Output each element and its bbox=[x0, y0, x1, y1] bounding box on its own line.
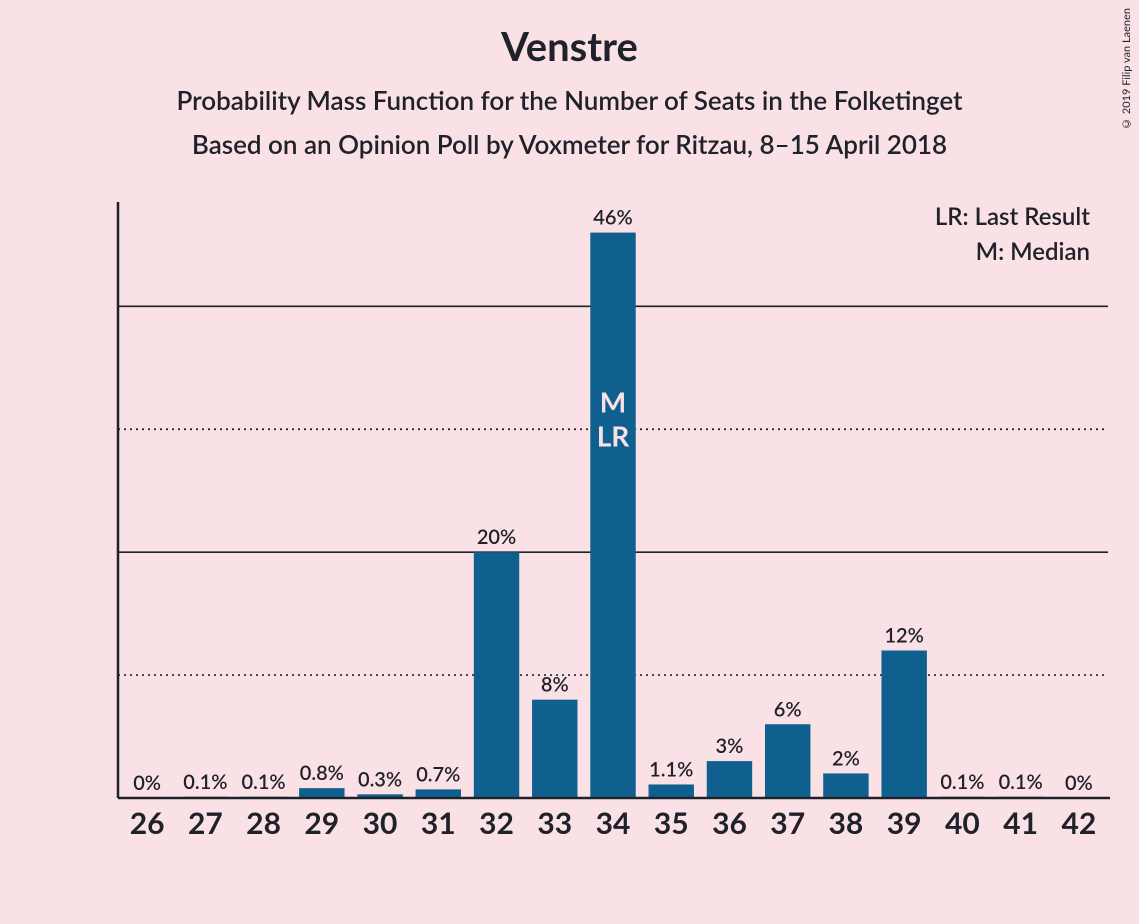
x-tick-label: 40 bbox=[945, 805, 980, 840]
x-tick-label: 26 bbox=[130, 805, 165, 840]
x-tick-label: 41 bbox=[1003, 805, 1038, 840]
bar-value-label: 0.1% bbox=[183, 770, 227, 794]
x-tick-label: 28 bbox=[246, 805, 281, 840]
x-tick-label: 30 bbox=[363, 805, 398, 840]
bar bbox=[299, 788, 344, 798]
bar-value-label: 8% bbox=[541, 673, 569, 697]
x-tick-label: 27 bbox=[188, 805, 223, 840]
bar-value-label: 2% bbox=[832, 746, 860, 770]
x-tick-label: 31 bbox=[421, 805, 456, 840]
chart-subtitle-2: Based on an Opinion Poll by Voxmeter for… bbox=[0, 128, 1139, 160]
x-tick-label: 42 bbox=[1061, 805, 1096, 840]
bar-value-label: 0.8% bbox=[300, 761, 344, 785]
copyright-text: © 2019 Filip van Laenen bbox=[1120, 8, 1133, 130]
x-tick-label: 29 bbox=[304, 805, 339, 840]
bar bbox=[823, 773, 868, 798]
bar-value-label: 12% bbox=[884, 624, 923, 648]
x-tick-label: 36 bbox=[712, 805, 747, 840]
bar bbox=[532, 700, 577, 798]
bar bbox=[590, 233, 635, 798]
bar bbox=[416, 789, 461, 798]
bar bbox=[649, 784, 694, 798]
bar-value-label: 6% bbox=[774, 697, 802, 721]
chart-plot: 20%40%0%260.1%270.1%280.8%290.3%300.7%31… bbox=[110, 200, 1110, 840]
bar bbox=[765, 724, 810, 798]
x-tick-label: 33 bbox=[537, 805, 572, 840]
x-tick-label: 37 bbox=[770, 805, 805, 840]
bar-value-label: 0.1% bbox=[242, 770, 286, 794]
chart-subtitle-1: Probability Mass Function for the Number… bbox=[0, 84, 1139, 116]
bar-value-label: 46% bbox=[593, 206, 632, 230]
median-marker: M bbox=[600, 385, 626, 419]
x-tick-label: 38 bbox=[829, 805, 864, 840]
x-tick-label: 39 bbox=[887, 805, 922, 840]
bar-value-label: 0% bbox=[133, 771, 161, 795]
bar-value-label: 0.3% bbox=[358, 767, 402, 791]
bar-value-label: 3% bbox=[716, 734, 744, 758]
x-tick-label: 34 bbox=[596, 805, 631, 840]
bar-value-label: 0.1% bbox=[999, 770, 1043, 794]
chart-area: LR: Last Result M: Median 20%40%0%260.1%… bbox=[110, 200, 1110, 840]
bar-value-label: 20% bbox=[477, 525, 516, 549]
bar bbox=[707, 761, 752, 798]
x-tick-label: 35 bbox=[654, 805, 689, 840]
bar bbox=[474, 552, 519, 798]
chart-title: Venstre bbox=[0, 0, 1139, 70]
bar-value-label: 0% bbox=[1065, 771, 1093, 795]
bar-value-label: 0.7% bbox=[416, 762, 460, 786]
last-result-marker: LR bbox=[597, 419, 631, 453]
bar-value-label: 1.1% bbox=[649, 757, 693, 781]
x-tick-label: 32 bbox=[479, 805, 514, 840]
bar-value-label: 0.1% bbox=[940, 770, 984, 794]
bar bbox=[881, 651, 926, 799]
